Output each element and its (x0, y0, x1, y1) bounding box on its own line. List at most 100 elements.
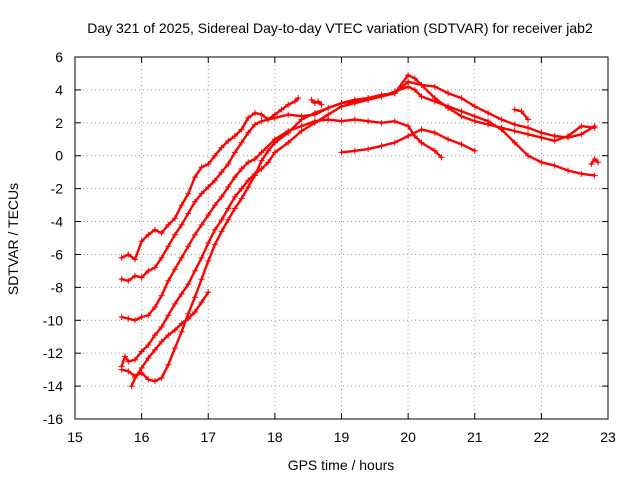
data-point-marker (125, 251, 132, 258)
data-point-marker (211, 177, 218, 184)
x-axis-label: GPS time / hours (288, 457, 395, 473)
data-point-marker (405, 83, 412, 90)
data-point-marker (251, 121, 258, 128)
data-point-marker (205, 160, 212, 167)
y-tick-label: -14 (43, 378, 63, 394)
data-point-marker (151, 346, 158, 353)
x-tick-label: 23 (600, 429, 616, 445)
data-point-marker (178, 202, 185, 209)
data-point-marker (431, 147, 438, 154)
data-point-marker (191, 267, 198, 274)
data-point-marker (391, 88, 398, 95)
data-point-marker (588, 160, 595, 167)
y-axis-label: SDTVAR / TECUs (5, 183, 21, 295)
data-point-marker (538, 134, 545, 141)
data-point-marker (131, 374, 138, 381)
data-point-marker (245, 129, 252, 136)
data-point-marker (511, 121, 518, 128)
data-point-marker (308, 96, 315, 103)
data-point-marker (185, 315, 192, 322)
series-track-9 (511, 106, 532, 123)
data-point-marker (198, 276, 205, 283)
data-point-marker (258, 149, 265, 156)
data-point-marker (151, 226, 158, 233)
data-point-marker (178, 221, 185, 228)
series-line (310, 98, 323, 106)
data-point-marker (378, 93, 385, 100)
data-point-marker (118, 366, 125, 373)
data-point-marker (151, 378, 158, 385)
data-point-marker (265, 147, 272, 154)
data-point-marker (231, 193, 238, 200)
data-point-marker (238, 185, 245, 192)
data-point-marker (431, 98, 438, 105)
data-point-marker (511, 139, 518, 146)
data-point-marker (238, 126, 245, 133)
data-point-marker (165, 312, 172, 319)
data-point-marker (225, 137, 232, 144)
data-point-marker (118, 313, 125, 320)
data-point-marker (145, 355, 152, 362)
data-point-marker (251, 109, 258, 116)
data-point-marker (145, 341, 152, 348)
data-point-marker (578, 170, 585, 177)
data-point-marker (525, 131, 532, 138)
data-point-marker (218, 216, 225, 223)
data-point-marker (171, 231, 178, 238)
data-point-marker (138, 348, 145, 355)
data-point-marker (551, 137, 558, 144)
data-point-marker (458, 108, 465, 115)
data-point-marker (485, 109, 492, 116)
data-point-marker (131, 272, 138, 279)
data-point-marker (525, 152, 532, 159)
data-point-marker (511, 128, 518, 135)
data-point-marker (578, 123, 585, 130)
data-point-marker (538, 159, 545, 166)
data-point-marker (205, 183, 212, 190)
series-track-6 (128, 289, 212, 390)
data-point-marker (118, 276, 125, 283)
data-point-marker (205, 239, 212, 246)
data-point-marker (151, 264, 158, 271)
data-point-marker (498, 126, 505, 133)
x-tick-label: 19 (334, 429, 350, 445)
series-line (120, 118, 443, 322)
y-tick-label: -2 (51, 181, 64, 197)
data-point-marker (178, 328, 185, 335)
data-point-marker (431, 129, 438, 136)
data-point-marker (591, 172, 598, 179)
data-point-marker (298, 128, 305, 135)
data-point-marker (205, 258, 212, 265)
data-point-marker (318, 101, 325, 108)
data-point-marker (405, 132, 412, 139)
data-point-marker (245, 183, 252, 190)
chart-title: Day 321 of 2025, Sidereal Day-to-day VTE… (87, 20, 593, 36)
data-point-marker (138, 364, 145, 371)
data-point-marker (458, 141, 465, 148)
data-point-marker (125, 358, 132, 365)
data-point-marker (191, 294, 198, 301)
series-track-5 (118, 83, 598, 385)
data-point-marker (191, 231, 198, 238)
data-point-marker (218, 144, 225, 151)
data-point-marker (138, 238, 145, 245)
data-point-marker (171, 327, 178, 334)
data-point-marker (165, 332, 172, 339)
data-point-marker (171, 300, 178, 307)
data-point-marker (285, 129, 292, 136)
data-point-marker (171, 345, 178, 352)
data-point-marker (405, 72, 412, 79)
y-tick-label: 6 (55, 49, 63, 65)
data-point-marker (138, 274, 145, 281)
data-point-marker (191, 198, 198, 205)
series-line (340, 128, 476, 154)
data-point-marker (311, 109, 318, 116)
data-point-marker (145, 231, 152, 238)
data-point-marker (351, 98, 358, 105)
data-point-marker (418, 93, 425, 100)
data-point-marker (178, 254, 185, 261)
x-tick-labels: 15 16 17 18 19 20 21 22 23 (67, 429, 616, 445)
data-point-marker (211, 241, 218, 248)
data-point-marker (271, 114, 278, 121)
